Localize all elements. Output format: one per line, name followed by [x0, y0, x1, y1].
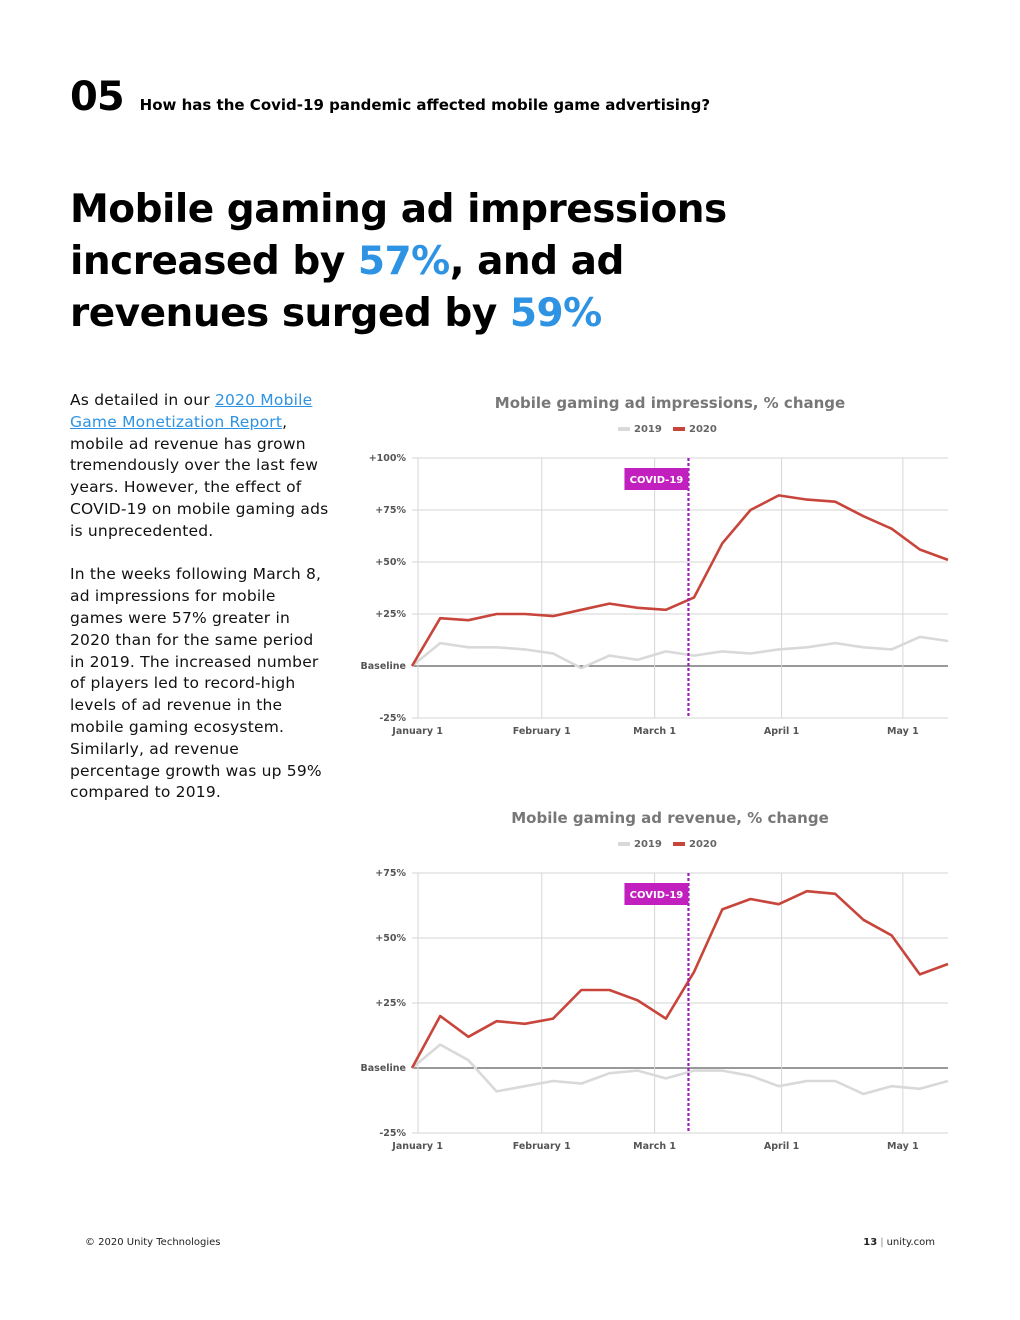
series-line-2020	[410, 889, 949, 1069]
y-tick-label: +75%	[375, 868, 406, 879]
legend-swatch-2019	[618, 842, 630, 846]
section-header: 05 How has the Covid-19 pandemic affecte…	[70, 74, 710, 120]
revenue-chart: Mobile gaming ad revenue, % change 2019 20…	[352, 803, 962, 1183]
x-tick-label: February 1	[513, 726, 571, 737]
x-tick-label: May 1	[887, 726, 919, 737]
body-p1-prefix: As detailed in our	[70, 391, 215, 409]
y-tick-label: +25%	[375, 609, 406, 620]
series-line-2020	[410, 494, 949, 667]
y-tick-label: Baseline	[361, 661, 406, 672]
page-number: 13	[863, 1237, 878, 1248]
x-tick-label: March 1	[633, 1141, 676, 1152]
footer-copyright: © 2020 Unity Technologies	[85, 1237, 221, 1248]
y-tick-label: -25%	[379, 1128, 406, 1139]
legend-label-2020: 2020	[689, 839, 717, 850]
x-tick-label: April 1	[764, 1141, 799, 1152]
y-tick-label: +25%	[375, 998, 406, 1009]
y-tick-label: +100%	[369, 453, 407, 464]
series-line-2019	[411, 1043, 949, 1096]
y-tick-label: +75%	[375, 505, 406, 516]
series-line-2019	[411, 635, 949, 670]
legend-label-2019: 2019	[634, 424, 662, 435]
headline: Mobile gaming ad impressions increased b…	[70, 184, 770, 340]
body-p1-suffix: , mobile ad revenue has grown tremendous…	[70, 412, 329, 540]
report-link[interactable]: 2020 Mobile Game Monetization Report	[70, 391, 313, 431]
x-tick-label: January 1	[391, 1141, 443, 1152]
covid-label-box	[624, 883, 689, 905]
footer-page-info: 13 | unity.com	[863, 1237, 935, 1248]
chart-title: Mobile gaming ad revenue, % change	[511, 809, 829, 827]
legend-label-2020: 2020	[689, 424, 717, 435]
headline-highlight-revenue: 59%	[509, 291, 602, 336]
footer-site: unity.com	[886, 1237, 935, 1248]
x-tick-label: February 1	[513, 1141, 571, 1152]
legend-swatch-2020	[673, 427, 685, 431]
footer-separator: |	[880, 1237, 884, 1248]
body-paragraph-1: As detailed in our 2020 Mobile Game Mone…	[70, 390, 332, 543]
x-tick-label: May 1	[887, 1141, 919, 1152]
section-number: 05	[70, 74, 125, 120]
y-tick-label: +50%	[375, 933, 406, 944]
body-copy: As detailed in our 2020 Mobile Game Mone…	[70, 390, 332, 826]
y-tick-label: +50%	[375, 557, 406, 568]
chart-title: Mobile gaming ad impressions, % change	[495, 394, 845, 412]
legend-label-2019: 2019	[634, 839, 662, 850]
chart-svg: Mobile gaming ad impressions, % change 20…	[361, 394, 949, 737]
headline-part2: , and ad revenues surged by	[70, 239, 624, 336]
headline-highlight-impressions: 57%	[357, 239, 450, 284]
section-question: How has the Covid-19 pandemic affected m…	[139, 96, 711, 114]
headline-part1: Mobile gaming ad impressions increased b…	[70, 187, 727, 284]
x-tick-label: January 1	[391, 726, 443, 737]
body-paragraph-2: In the weeks following March 8, ad impre…	[70, 565, 322, 802]
impressions-chart: Mobile gaming ad impressions, % change 20…	[352, 388, 962, 768]
y-tick-label: Baseline	[361, 1063, 406, 1074]
x-tick-label: March 1	[633, 726, 676, 737]
legend-swatch-2019	[618, 427, 630, 431]
x-tick-label: April 1	[764, 726, 799, 737]
y-tick-label: -25%	[379, 713, 406, 724]
covid-label: COVID-19	[630, 890, 684, 901]
chart-svg: Mobile gaming ad revenue, % change 2019 20…	[361, 809, 949, 1152]
legend-swatch-2020	[673, 842, 685, 846]
covid-label: COVID-19	[630, 475, 684, 486]
covid-label-box	[624, 468, 689, 490]
